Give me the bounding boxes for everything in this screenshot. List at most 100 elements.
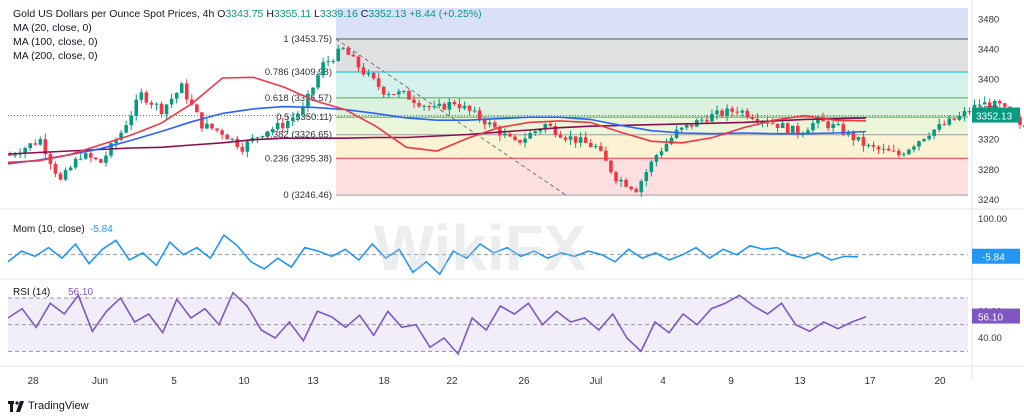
- fib-zone-bottom: [336, 195, 968, 206]
- candle-up: [104, 155, 108, 163]
- candle-up: [644, 172, 649, 182]
- candle-up: [982, 102, 987, 105]
- candle-up: [255, 137, 260, 139]
- candle-up: [856, 136, 861, 141]
- candle-up: [402, 90, 406, 92]
- candle-up: [336, 48, 341, 61]
- candle-up: [124, 125, 128, 133]
- candle-up: [316, 75, 320, 88]
- price-axis-tick: 3440: [978, 44, 999, 55]
- ma200-line: [7, 117, 867, 155]
- tradingview-brand: TradingView: [28, 400, 89, 412]
- candle-down: [371, 73, 376, 79]
- candle-up: [992, 100, 997, 109]
- price-axis-tick: 3240: [978, 195, 999, 206]
- ma20-legend[interactable]: MA (20, close, 0): [13, 22, 92, 34]
- candle-up: [523, 138, 527, 143]
- candle-up: [13, 154, 17, 156]
- candle-down: [851, 132, 856, 141]
- candle-up: [679, 127, 684, 130]
- candle-up: [594, 146, 598, 148]
- candle-up: [669, 137, 674, 144]
- candle-down: [225, 134, 229, 140]
- candle-up: [836, 124, 840, 126]
- candle-up: [831, 124, 835, 129]
- fib-zone: [336, 117, 968, 135]
- candle-up: [917, 141, 921, 147]
- candle-down: [942, 124, 947, 126]
- candle-up: [296, 114, 300, 118]
- time-axis-tick: 17: [864, 376, 876, 387]
- candle-up: [397, 91, 401, 95]
- fib-zone: [336, 97, 968, 118]
- candle-down: [876, 146, 881, 150]
- rsi-title: RSI (14): [13, 287, 50, 298]
- candle-up: [866, 144, 871, 146]
- candle-up: [528, 133, 532, 139]
- candle-up: [664, 143, 669, 152]
- candle-down: [89, 153, 93, 158]
- candle-up: [578, 137, 583, 143]
- candle-up: [28, 143, 32, 149]
- candle-up: [321, 62, 325, 76]
- time-axis-tick: 13: [307, 376, 319, 387]
- candle-down: [987, 102, 992, 109]
- fib-zone: [336, 39, 968, 73]
- candle-down: [467, 105, 472, 111]
- rsi-value-tag: [972, 308, 1020, 324]
- candle-up: [806, 130, 810, 133]
- candle-down: [730, 108, 734, 112]
- candle-up: [533, 131, 537, 134]
- candle-down: [583, 137, 588, 143]
- fib-zone: [336, 134, 968, 159]
- rsi-value: 56.10: [68, 287, 93, 298]
- fib-level-label: 0.382 (3326.65): [265, 130, 332, 141]
- momentum-title: Mom (10, close): [13, 224, 85, 235]
- candle-down: [841, 124, 846, 135]
- candle-up: [780, 123, 785, 129]
- candle-down: [33, 143, 38, 145]
- candle-down: [8, 154, 12, 156]
- candle-up: [932, 129, 936, 136]
- candle-up: [78, 158, 83, 160]
- last-price-label: 3352.13: [976, 112, 1013, 123]
- candle-up: [432, 106, 436, 108]
- ma200-legend[interactable]: MA (200, close, 0): [13, 50, 98, 62]
- candle-down: [634, 189, 638, 193]
- candle-up: [73, 158, 78, 168]
- close-label: C: [360, 8, 369, 20]
- candle-up: [684, 124, 689, 128]
- candle-up: [63, 170, 68, 180]
- price-axis-tick: 3280: [978, 165, 999, 176]
- candle-down: [149, 102, 154, 105]
- rsi-line: [7, 291, 867, 356]
- candle-up: [619, 179, 623, 182]
- fib-trendline: [335, 38, 567, 196]
- candle-down: [755, 118, 760, 122]
- ma100-legend[interactable]: MA (100, close, 0): [13, 36, 98, 48]
- candle-up: [205, 123, 209, 129]
- fib-level-label: 0.786 (3409.98): [265, 67, 332, 78]
- candle-up: [174, 92, 179, 99]
- candle-down: [220, 130, 224, 135]
- candle-up: [119, 132, 123, 140]
- time-axis-tick: 5: [171, 376, 177, 387]
- rsi-axis-tick: 40.00: [978, 333, 1002, 344]
- candle-down: [775, 123, 780, 129]
- candle-down: [412, 99, 416, 103]
- time-axis-tick: 20: [934, 376, 946, 387]
- candle-up: [437, 103, 442, 107]
- candle-down: [392, 94, 396, 96]
- candle-up: [422, 106, 426, 108]
- last-price-tag: [972, 107, 1020, 123]
- candle-up: [83, 153, 88, 159]
- candle-down: [745, 110, 750, 118]
- tradingview-footer[interactable]: TradingView: [8, 400, 89, 412]
- candle-up: [927, 135, 931, 139]
- candle-up: [811, 123, 815, 131]
- candle-up: [659, 151, 664, 156]
- candle-down: [871, 144, 876, 147]
- candle-down: [599, 146, 603, 151]
- candle-up: [275, 122, 280, 130]
